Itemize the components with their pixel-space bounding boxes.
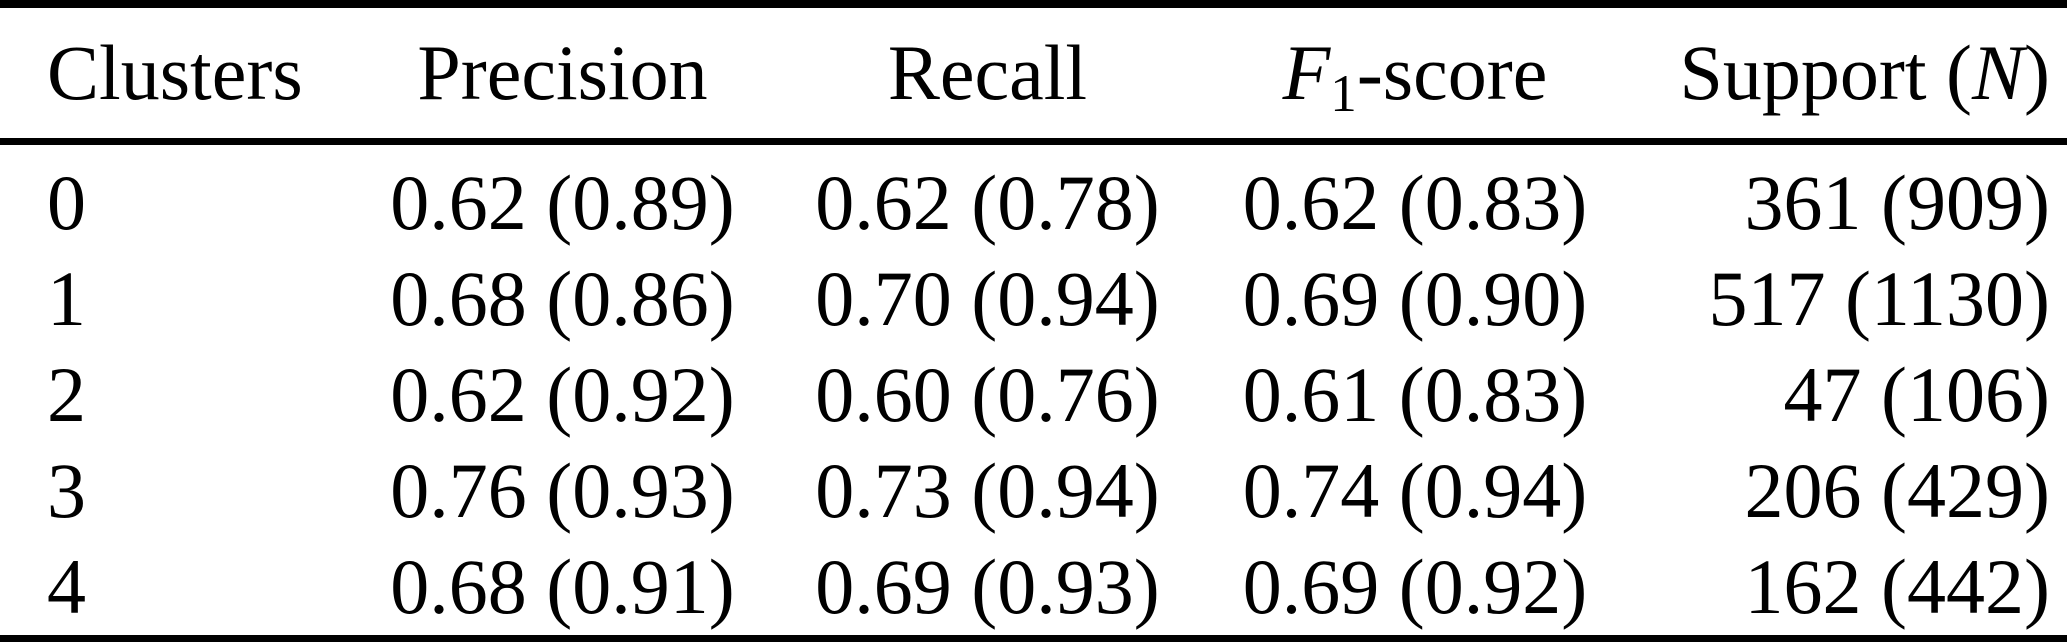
col-header-recall: Recall: [775, 4, 1200, 145]
table-row: 2 0.62 (0.92) 0.60 (0.76) 0.61 (0.83) 47…: [0, 347, 2067, 443]
support-n-symbol: N: [1971, 29, 2025, 116]
cell-precision: 0.62 (0.89): [390, 159, 735, 246]
table-row: 3 0.76 (0.93) 0.73 (0.94) 0.74 (0.94) 20…: [0, 443, 2067, 539]
cell-support: 162 (442): [1744, 543, 2050, 630]
cell-f1-score: 0.74 (0.94): [1242, 447, 1588, 534]
support-label-prefix: Support (: [1679, 29, 1972, 116]
cell-support: 517 (1130): [1708, 255, 2050, 342]
cell-cluster-id: 3: [47, 447, 86, 534]
f1-symbol: F: [1282, 29, 1331, 116]
f1-score-suffix: -score: [1356, 29, 1548, 116]
cell-support: 361 (909): [1744, 159, 2050, 246]
table-row: 1 0.68 (0.86) 0.70 (0.94) 0.69 (0.90) 51…: [0, 251, 2067, 347]
cell-cluster-id: 0: [47, 159, 86, 246]
table-row: 4 0.68 (0.91) 0.69 (0.93) 0.69 (0.92) 16…: [0, 539, 2067, 639]
cell-f1-score: 0.61 (0.83): [1242, 351, 1588, 438]
cell-f1-score: 0.69 (0.92): [1242, 543, 1588, 630]
cell-recall: 0.70 (0.94): [815, 255, 1160, 342]
cell-precision: 0.68 (0.91): [390, 543, 735, 630]
f1-subscript: 1: [1330, 64, 1357, 123]
support-label-suffix: ): [2024, 29, 2050, 116]
table-body: 0 0.62 (0.89) 0.62 (0.78) 0.62 (0.83) 36…: [0, 142, 2067, 640]
cell-recall: 0.60 (0.76): [815, 351, 1160, 438]
cell-recall: 0.73 (0.94): [815, 447, 1160, 534]
col-header-precision: Precision: [350, 4, 775, 145]
cell-recall: 0.69 (0.93): [815, 543, 1160, 630]
cell-precision: 0.76 (0.93): [390, 447, 735, 534]
cell-cluster-id: 1: [47, 255, 86, 342]
cell-precision: 0.68 (0.86): [390, 255, 735, 342]
col-header-clusters: Clusters: [0, 4, 350, 145]
cell-support: 206 (429): [1744, 447, 2050, 534]
cell-recall: 0.62 (0.78): [815, 159, 1160, 246]
cell-f1-score: 0.62 (0.83): [1242, 159, 1588, 246]
table-header-row: Clusters Precision Recall F1-score Suppo…: [0, 4, 2067, 145]
col-header-support: Support (N): [1630, 4, 2067, 145]
cell-support: 47 (106): [1783, 351, 2050, 438]
cell-f1-score: 0.69 (0.90): [1242, 255, 1588, 342]
cell-precision: 0.62 (0.92): [390, 351, 735, 438]
table-row: 0 0.62 (0.89) 0.62 (0.78) 0.62 (0.83) 36…: [0, 142, 2067, 252]
col-header-f1-score: F1-score: [1200, 4, 1630, 145]
cell-cluster-id: 2: [47, 351, 86, 438]
cell-cluster-id: 4: [47, 543, 86, 630]
